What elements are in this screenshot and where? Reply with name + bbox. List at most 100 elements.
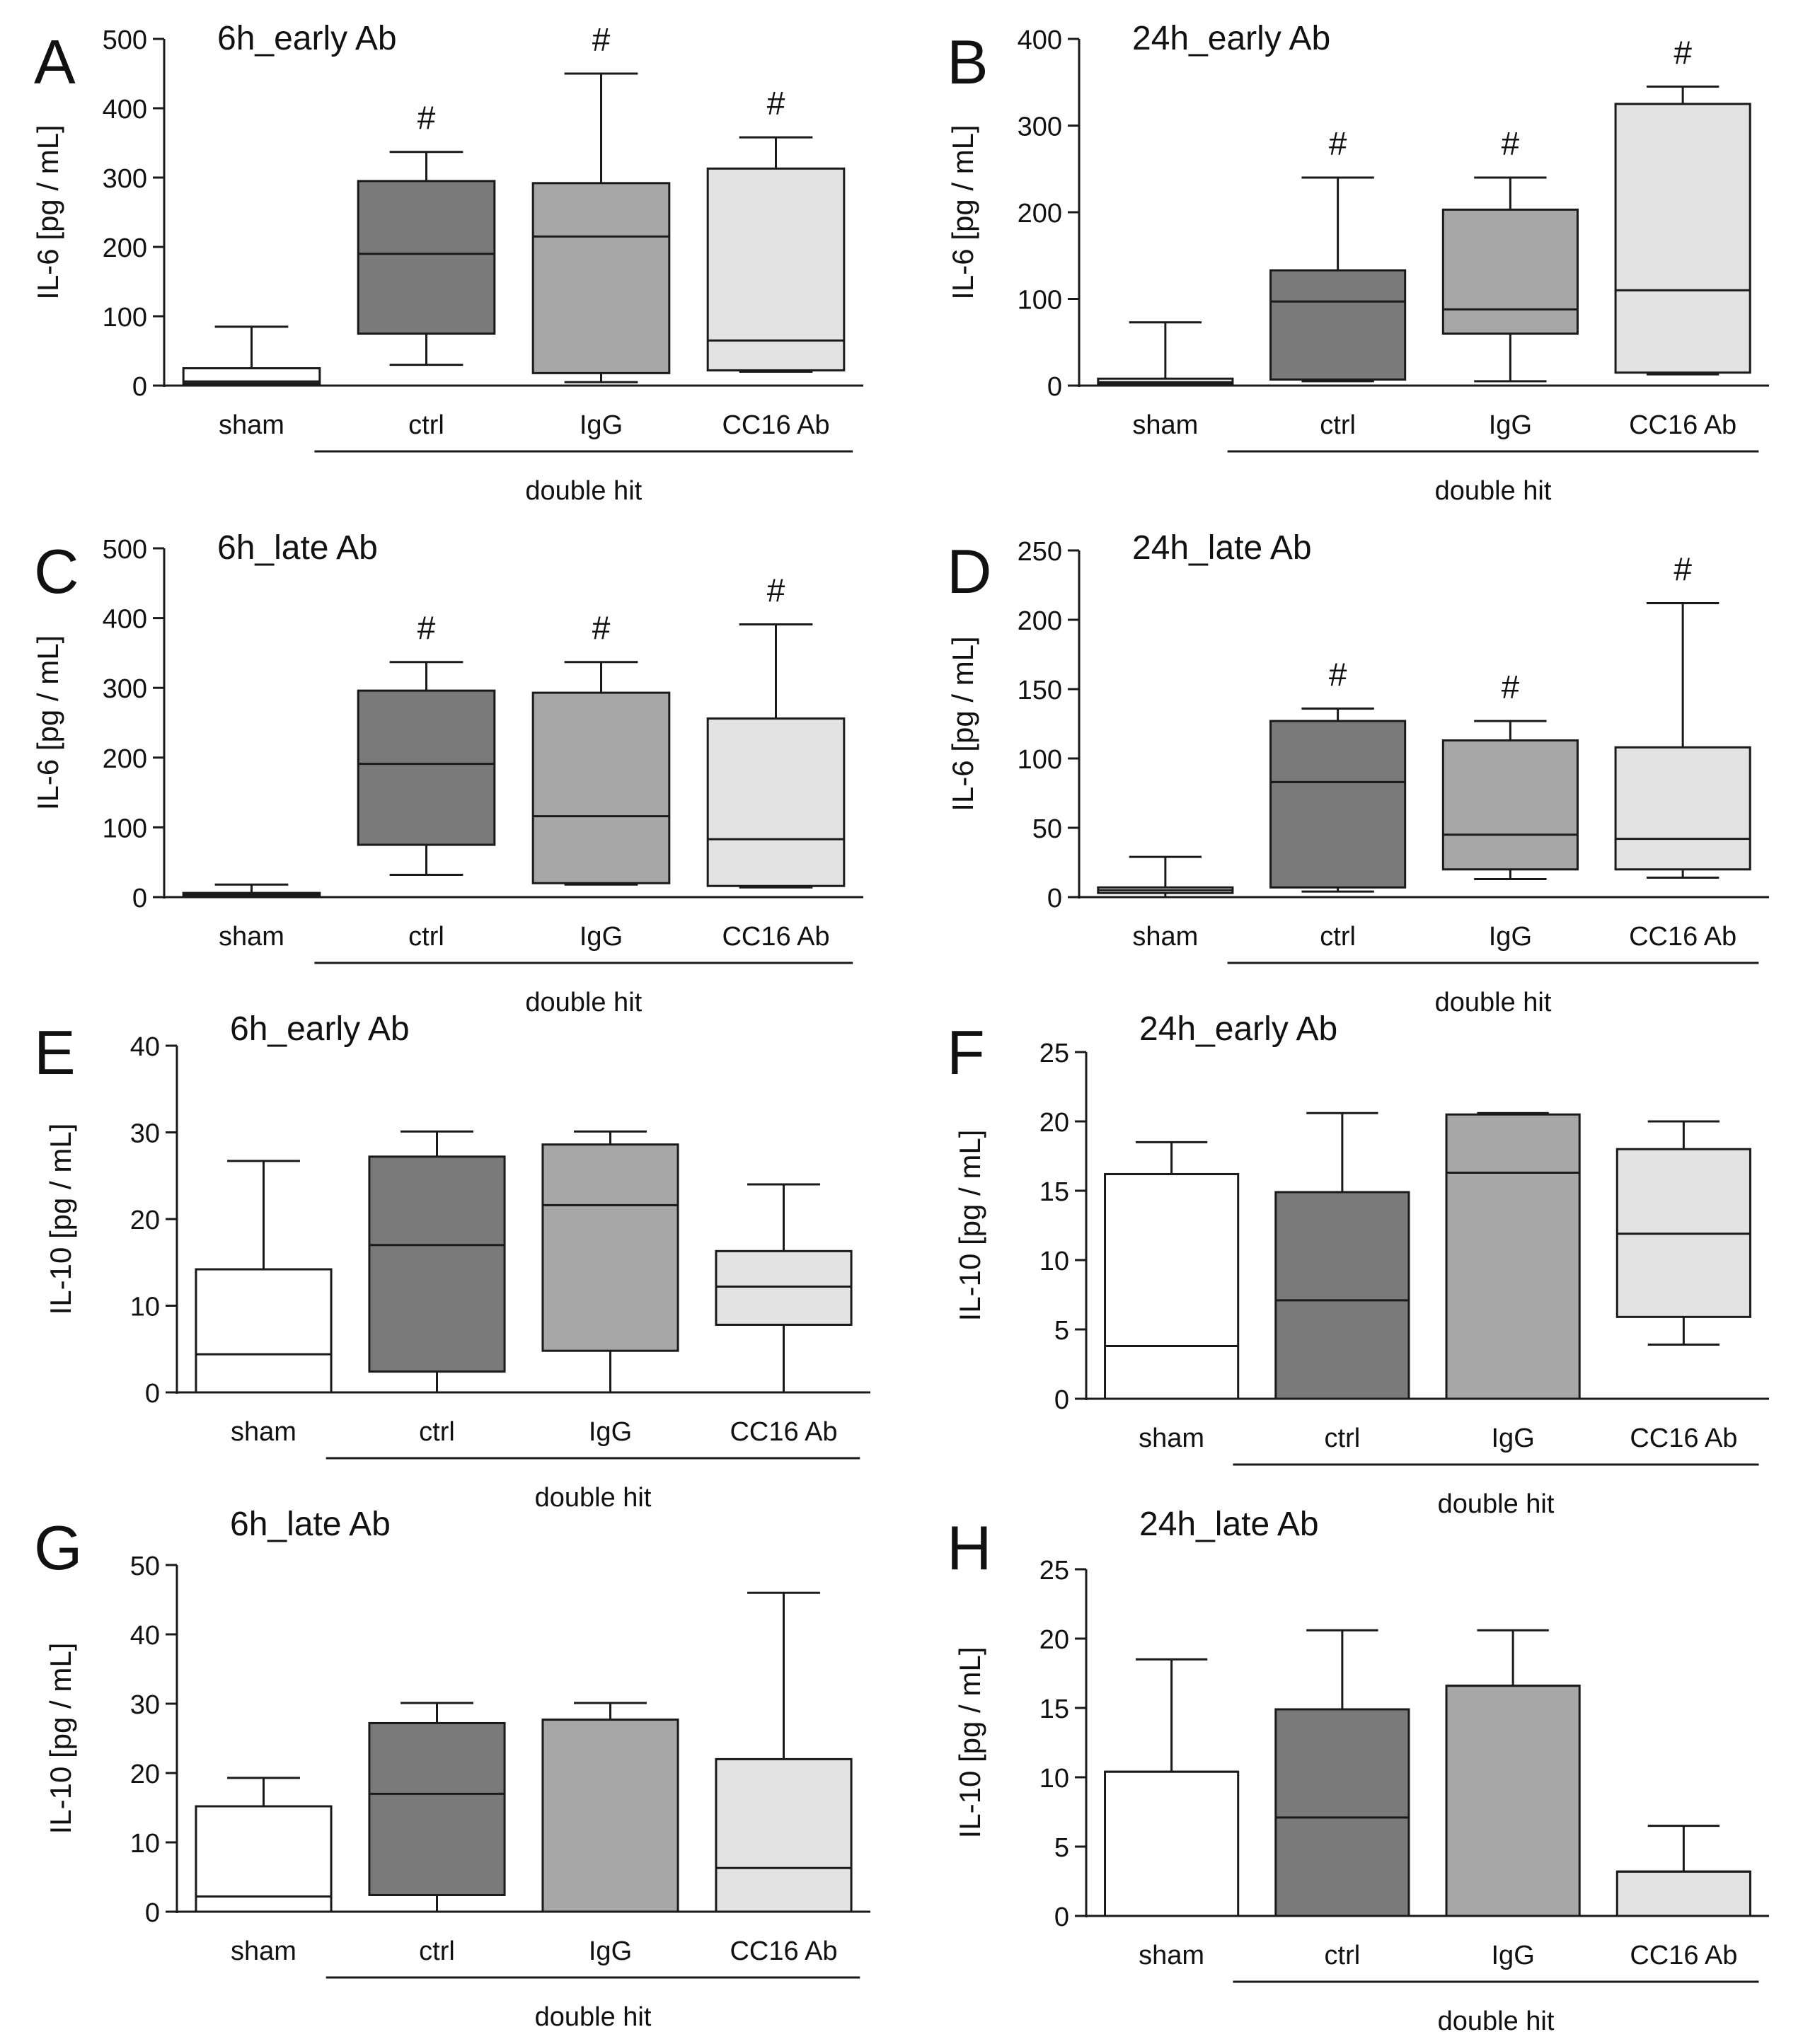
panel-letter: G xyxy=(34,1513,82,1583)
box-body xyxy=(715,1249,853,1326)
box-cc16-ab: CC16 Ab xyxy=(715,1591,853,1966)
box-body xyxy=(195,1268,333,1394)
x-tick-label: sham xyxy=(1132,922,1198,952)
x-tick-label: ctrl xyxy=(419,1417,455,1447)
y-tick-label: 500 xyxy=(103,25,147,55)
y-tick-label: 15 xyxy=(1039,1177,1069,1207)
x-tick-label: IgG xyxy=(1492,1424,1535,1453)
panel-letter: D xyxy=(947,536,992,606)
box-sham: sham xyxy=(1097,855,1234,952)
panel-title: 6h_early Ab xyxy=(230,1010,410,1048)
box-body xyxy=(1614,746,1751,871)
x-tick-label: sham xyxy=(231,1417,296,1447)
y-axis-label: IL-6 [pg / mL] xyxy=(946,125,979,299)
significance-marker: # xyxy=(592,21,611,58)
panel-letter: A xyxy=(34,27,76,97)
y-tick-label: 0 xyxy=(145,1898,160,1928)
y-tick-label: 200 xyxy=(1018,199,1062,229)
group-label: double hit xyxy=(525,476,642,506)
significance-marker: # xyxy=(592,610,611,647)
box-igg: IgG xyxy=(541,1702,679,1966)
panel-title: 6h_late Ab xyxy=(217,529,378,567)
box-sham: sham xyxy=(1104,1658,1240,1970)
x-tick-label: sham xyxy=(1132,410,1198,440)
box-body xyxy=(1441,208,1579,335)
y-tick-label: 300 xyxy=(103,674,147,704)
group-label: double hit xyxy=(1438,2007,1555,2036)
box-body xyxy=(195,1805,333,1913)
box-body xyxy=(706,717,846,887)
x-tick-label: CC16 Ab xyxy=(722,922,829,952)
box-ctrl: ctrl xyxy=(1274,1629,1410,1970)
y-tick-label: 500 xyxy=(103,535,147,565)
y-tick-label: 0 xyxy=(145,1379,160,1409)
panel-f: F 24h_early Ab 0 5 10 15 20 25 IL-10 [pg / mL] sh… xyxy=(947,1010,1769,1519)
box-igg: IgG xyxy=(541,1130,679,1447)
y-tick-label: 10 xyxy=(1039,1764,1069,1794)
box-sham: sham xyxy=(1104,1141,1240,1453)
box-igg: # IgG xyxy=(1441,125,1579,440)
significance-marker: # xyxy=(767,572,785,608)
y-tick-label: 100 xyxy=(1018,745,1062,775)
x-tick-label: ctrl xyxy=(419,1936,455,1966)
significance-marker: # xyxy=(1329,125,1347,162)
x-tick-label: CC16 Ab xyxy=(1629,922,1736,952)
x-tick-label: sham xyxy=(219,922,284,952)
box-body xyxy=(1615,1870,1751,1917)
box-body xyxy=(531,691,671,884)
group-label: double hit xyxy=(535,1483,652,1513)
significance-marker: # xyxy=(417,100,436,137)
y-tick-label: 40 xyxy=(130,1621,160,1651)
significance-marker: # xyxy=(1502,125,1520,162)
box-body xyxy=(182,367,321,385)
y-tick-label: 20 xyxy=(130,1760,160,1789)
y-tick-label: 400 xyxy=(103,95,147,125)
box-igg: # IgG xyxy=(531,610,671,952)
panel-title: 24h_late Ab xyxy=(1139,1506,1319,1543)
group-label: double hit xyxy=(535,2002,652,2032)
y-axis-label: IL-10 [pg / mL] xyxy=(953,1130,986,1322)
y-tick-label: 20 xyxy=(130,1206,160,1235)
panel-letter: H xyxy=(947,1513,992,1583)
box-cc16-ab: # CC16 Ab xyxy=(1614,34,1751,440)
x-tick-label: sham xyxy=(1139,1424,1204,1453)
box-cc16-ab: # CC16 Ab xyxy=(706,85,846,440)
box-cc16-ab: # CC16 Ab xyxy=(706,572,846,952)
box-body xyxy=(531,182,671,374)
y-tick-label: 25 xyxy=(1039,1039,1069,1068)
panel-title: 24h_late Ab xyxy=(1132,529,1312,567)
box-body xyxy=(1445,1113,1581,1400)
x-tick-label: ctrl xyxy=(1320,922,1356,952)
box-ctrl: # ctrl xyxy=(1269,125,1407,440)
box-igg: IgG xyxy=(1445,1112,1581,1453)
group-label: double hit xyxy=(1438,1489,1555,1519)
y-tick-label: 0 xyxy=(1047,372,1062,402)
box-ctrl: ctrl xyxy=(368,1702,506,1966)
y-tick-label: 10 xyxy=(1039,1247,1069,1276)
y-tick-label: 50 xyxy=(1032,814,1062,844)
x-tick-label: CC16 Ab xyxy=(1630,1424,1737,1453)
box-body xyxy=(1274,1191,1410,1400)
y-tick-label: 100 xyxy=(103,303,147,333)
box-cc16-ab: CC16 Ab xyxy=(1615,1825,1751,1970)
x-tick-label: sham xyxy=(231,1936,296,1966)
box-body xyxy=(357,180,496,335)
y-tick-label: 400 xyxy=(103,605,147,635)
y-tick-label: 5 xyxy=(1054,1316,1069,1346)
box-cc16-ab: CC16 Ab xyxy=(715,1183,853,1447)
y-tick-label: 0 xyxy=(132,884,147,913)
box-body xyxy=(1269,269,1407,381)
y-axis-label: IL-10 [pg / mL] xyxy=(44,1124,77,1315)
y-tick-label: 200 xyxy=(1018,606,1062,636)
y-tick-label: 5 xyxy=(1054,1833,1069,1863)
panel-d: D 24h_late Ab 0 50 100 150 200 250 IL-6 [pg / mL… xyxy=(946,529,1769,1017)
y-tick-label: 0 xyxy=(1047,884,1062,913)
x-tick-label: CC16 Ab xyxy=(1630,1941,1737,1970)
y-tick-label: 20 xyxy=(1039,1625,1069,1655)
y-tick-label: 0 xyxy=(1054,1385,1069,1415)
panel-c: C 6h_late Ab 0 100 200 300 400 500 IL-6 [pg / mL… xyxy=(31,529,863,1017)
y-tick-label: 100 xyxy=(103,814,147,843)
panel-a: A 6h_early Ab 0 100 200 300 400 500 IL-6 [pg / m… xyxy=(31,20,863,506)
y-axis-label: IL-6 [pg / mL] xyxy=(31,125,64,299)
